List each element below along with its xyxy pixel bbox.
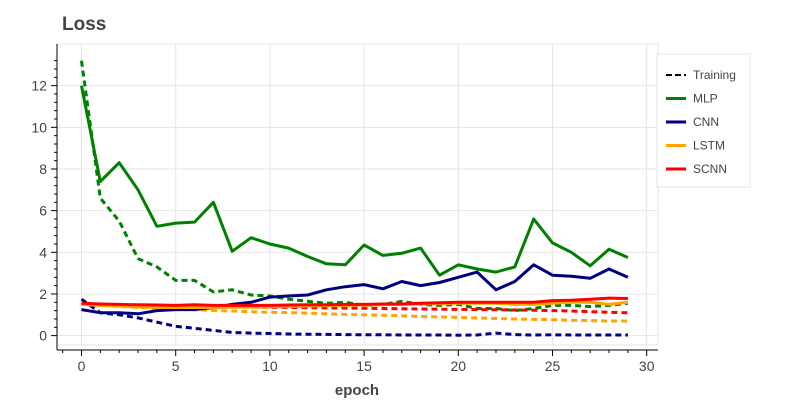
legend-label: Training — [693, 68, 736, 82]
x-tick-label: 15 — [356, 358, 372, 374]
series-line-mlp-validation — [80, 85, 629, 277]
legend-label: LSTM — [693, 139, 725, 153]
axes: 0 5 10 15 20 25 30 0 2 4 6 8 10 12 — [31, 44, 658, 374]
series-line-cnn-train — [80, 297, 628, 337]
plot-area: 0 5 10 15 20 25 30 0 2 4 6 8 10 12 — [31, 43, 659, 374]
series-line-mlp-train — [80, 60, 629, 313]
x-tick-label: 10 — [262, 358, 278, 374]
legend-item-scnn: SCNN — [666, 162, 727, 176]
plot-frame — [56, 43, 659, 346]
legend-item-lstm: LSTM — [666, 139, 725, 153]
legend-items: Training MLP CNN LSTM SCNN — [666, 68, 736, 176]
y-tick-label: 8 — [39, 161, 47, 177]
legend-item-cnn: CNN — [666, 115, 719, 129]
y-tick-label: 4 — [39, 244, 47, 260]
x-tick-label: 5 — [172, 358, 180, 374]
x-tick-label: 25 — [545, 358, 561, 374]
legend-label: CNN — [693, 115, 719, 129]
legend: Training MLP CNN LSTM SCNN — [656, 53, 751, 188]
legend-item-training: Training — [666, 68, 736, 82]
legend-label: SCNN — [693, 162, 727, 176]
y-tick-label: 10 — [31, 119, 47, 135]
series-lines — [80, 60, 629, 337]
legend-item-mlp: MLP — [666, 92, 718, 106]
x-tick-label: 0 — [78, 358, 86, 374]
y-tick-label: 12 — [31, 78, 47, 94]
x-axis-label: epoch — [335, 382, 379, 399]
y-tick-label: 0 — [39, 328, 47, 344]
y-tick-label: 6 — [39, 203, 47, 219]
x-tick-label: 30 — [639, 358, 655, 374]
y-tick-label: 2 — [39, 286, 47, 302]
x-tick-label: 20 — [451, 358, 467, 374]
chart-title: Loss — [62, 14, 106, 35]
series-line-scnn-validation — [81, 296, 628, 307]
legend-label: MLP — [693, 92, 718, 106]
series-line-cnn-validation — [81, 263, 629, 316]
